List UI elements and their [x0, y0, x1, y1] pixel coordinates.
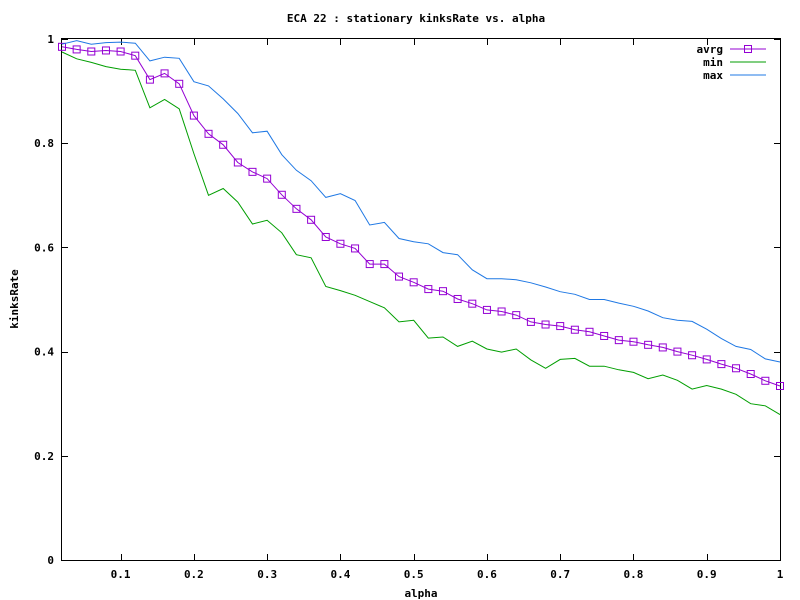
- data-point-avrg: [702, 355, 711, 364]
- data-point-avrg: [482, 305, 491, 314]
- data-point-avrg: [248, 167, 257, 176]
- data-point-avrg: [131, 51, 140, 60]
- x-tick-label: 0.2: [184, 568, 204, 581]
- x-tick-label: 0.8: [624, 568, 644, 581]
- data-point-avrg: [175, 79, 184, 88]
- data-point-avrg: [58, 42, 66, 51]
- y-tick-label: 1: [47, 33, 54, 46]
- x-tick-label: 0.1: [111, 568, 131, 581]
- data-point-avrg: [380, 260, 389, 269]
- series-line-avrg: [61, 46, 781, 387]
- chart-title: ECA 22 : stationary kinksRate vs. alpha: [287, 12, 545, 25]
- data-point-avrg: [570, 325, 579, 334]
- x-tick-label: 0.3: [257, 568, 277, 581]
- data-point-avrg: [72, 45, 81, 54]
- data-point-avrg: [145, 75, 154, 84]
- data-point-avrg: [761, 376, 770, 385]
- legend-label-max: max: [703, 69, 723, 82]
- series-line-min: [61, 51, 781, 416]
- y-tick-label: 0: [47, 554, 54, 567]
- data-point-avrg: [336, 239, 345, 248]
- data-point-avrg: [556, 322, 565, 331]
- data-point-avrg: [321, 232, 330, 241]
- legend-label-min: min: [703, 56, 723, 69]
- data-point-avrg: [732, 364, 741, 373]
- data-point-avrg: [717, 360, 726, 369]
- x-tick-label: 0.4: [330, 568, 350, 581]
- data-point-avrg: [526, 317, 535, 326]
- data-point-avrg: [263, 174, 272, 183]
- data-point-avrg: [424, 285, 433, 294]
- legend-label-avrg: avrg: [697, 43, 724, 56]
- x-tick-label: 0.6: [477, 568, 497, 581]
- x-tick-label: 0.9: [697, 568, 717, 581]
- y-tick-label: 0.2: [34, 450, 54, 463]
- data-point-avrg: [746, 370, 755, 379]
- data-point-avrg: [629, 337, 638, 346]
- data-point-avrg: [365, 260, 374, 269]
- data-point-avrg: [219, 140, 228, 149]
- series-group: [58, 40, 784, 416]
- data-point-avrg: [541, 320, 550, 329]
- data-point-avrg: [307, 215, 316, 224]
- x-axis-label: alpha: [404, 587, 437, 600]
- data-point-avrg: [160, 69, 169, 78]
- data-point-avrg: [497, 307, 506, 316]
- y-tick-label: 0.8: [34, 137, 54, 150]
- data-point-avrg: [585, 327, 594, 336]
- data-point-avrg: [87, 47, 96, 56]
- data-point-avrg: [189, 111, 198, 120]
- x-tick-label: 0.7: [550, 568, 570, 581]
- data-point-avrg: [658, 343, 667, 352]
- data-point-avrg: [614, 336, 623, 345]
- legend-marker-avrg: [744, 45, 752, 53]
- data-point-avrg: [277, 190, 286, 199]
- data-point-avrg: [468, 299, 477, 308]
- data-point-avrg: [673, 347, 682, 356]
- x-tick-label: 1: [777, 568, 784, 581]
- data-point-avrg: [233, 158, 242, 167]
- y-tick-label: 0.4: [34, 346, 54, 359]
- x-tick-label: 0.5: [404, 568, 424, 581]
- data-point-avrg: [438, 287, 447, 296]
- data-point-avrg: [101, 46, 110, 55]
- y-axis: 0 0.2 0.4 0.6 0.8 1: [34, 33, 780, 567]
- data-point-avrg: [204, 129, 213, 138]
- data-point-avrg: [512, 311, 521, 320]
- data-point-avrg: [409, 278, 418, 287]
- data-point-avrg: [600, 331, 609, 340]
- data-point-avrg: [292, 204, 301, 213]
- plot-frame: [61, 38, 781, 561]
- y-axis-label: kinksRate: [8, 269, 21, 329]
- series-line-max: [61, 40, 781, 363]
- data-point-avrg: [776, 381, 784, 390]
- x-axis: 0.1 0.2 0.3 0.4 0.5 0.6 0.7 0.8 0.9 1: [111, 39, 784, 581]
- y-tick-label: 0.6: [34, 241, 54, 254]
- data-point-avrg: [644, 340, 653, 349]
- data-point-avrg: [688, 351, 697, 360]
- data-point-avrg: [453, 294, 462, 303]
- data-point-avrg: [116, 47, 125, 56]
- data-point-avrg: [395, 272, 404, 281]
- data-point-avrg: [351, 244, 360, 253]
